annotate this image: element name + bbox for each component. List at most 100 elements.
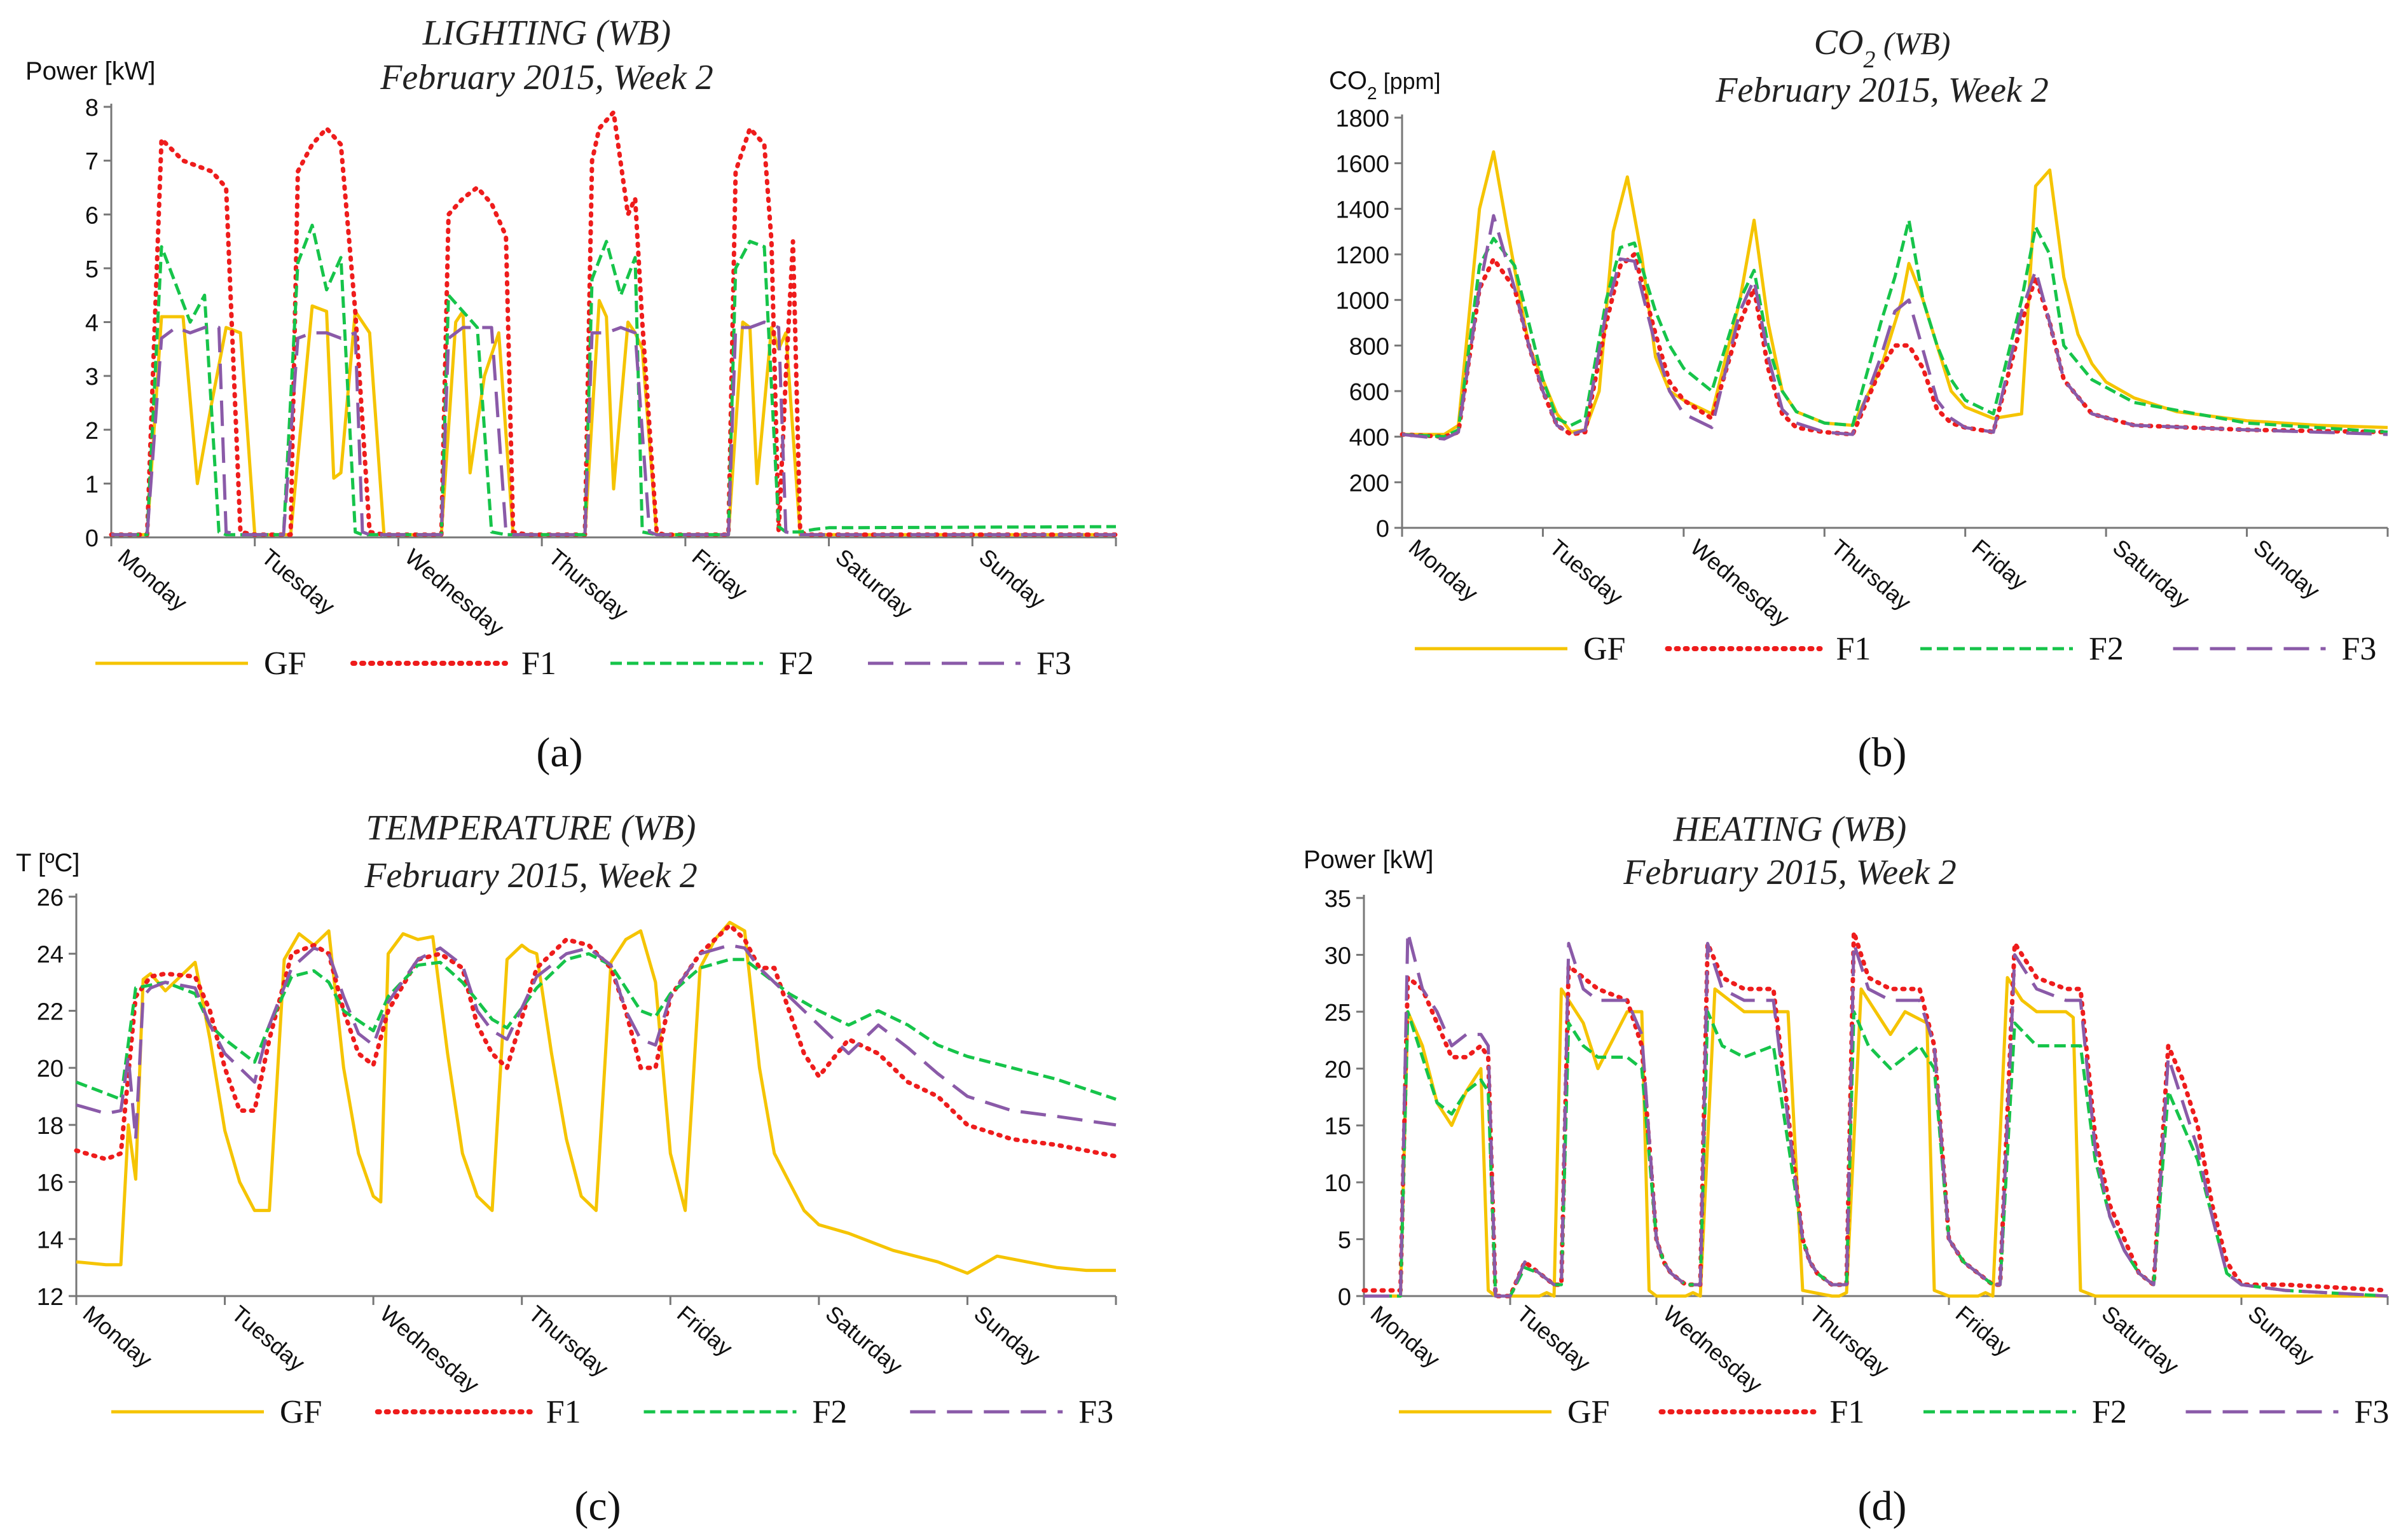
y-tick-label: 1	[85, 471, 99, 498]
day-label: Sunday	[2243, 1301, 2320, 1370]
chart-title-main: CO	[1814, 23, 1864, 62]
series-line-gf	[1402, 150, 2388, 436]
day-label: Tuesday	[257, 544, 340, 619]
y-tick-label: 4	[85, 310, 99, 337]
series-line-f3	[1401, 214, 2388, 441]
panel-label: (a)	[536, 729, 582, 776]
legend-label-f1: F1	[521, 645, 556, 682]
y-tick-label: 0	[1338, 1284, 1351, 1311]
y-tick-label: 0	[85, 525, 99, 552]
y-axis-label: T [ºC]	[16, 849, 80, 877]
chart-subtitle: February 2015, Week 2	[380, 58, 713, 97]
day-label: Sunday	[969, 1301, 1045, 1370]
chart-subtitle: February 2015, Week 2	[1623, 853, 1957, 892]
y-tick-label: 600	[1349, 379, 1389, 406]
chart-title: CO2 (WB)	[1814, 23, 1951, 73]
day-label: Saturday	[821, 1301, 908, 1379]
day-label: Wednesday	[1686, 534, 1794, 631]
panel-label: (c)	[574, 1483, 621, 1529]
legend-label-f3: F3	[2355, 1394, 2390, 1430]
series-line-f1	[74, 923, 1118, 1162]
y-tick-label: 35	[1324, 886, 1351, 913]
y-tick-label: 26	[37, 885, 64, 911]
y-tick-label: 10	[1324, 1170, 1351, 1197]
legend-label-gf: GF	[264, 645, 306, 682]
y-tick-label: 3	[85, 364, 99, 390]
y-tick-label: 2	[85, 418, 99, 445]
y-tick-label: 400	[1349, 425, 1389, 452]
y-tick-label: 5	[85, 256, 99, 283]
chart-title: TEMPERATURE (WB)	[366, 808, 696, 848]
legend-label-f3: F3	[1036, 645, 1071, 682]
y-tick-label: 1800	[1335, 106, 1389, 132]
series-line-f2	[76, 952, 1117, 1101]
y-tick-label: 24	[37, 942, 64, 969]
day-label: Monday	[1404, 534, 1483, 607]
day-label: Wednesday	[1658, 1301, 1767, 1398]
legend-label-f1: F1	[1836, 631, 1871, 667]
day-label: Thursday	[524, 1301, 614, 1382]
series-line-gf	[1364, 976, 2388, 1298]
series-line-f1	[1361, 930, 2390, 1299]
legend-label-f3: F3	[1078, 1394, 1113, 1430]
y-axis-label: Power [kW]	[25, 57, 155, 85]
y-tick-label: 20	[37, 1056, 64, 1082]
day-label: Thursday	[1826, 534, 1916, 616]
day-label: Tuesday	[1545, 534, 1628, 610]
day-label: Thursday	[1805, 1301, 1894, 1382]
legend-label-f1: F1	[1830, 1394, 1865, 1430]
y-tick-label: 18	[37, 1113, 64, 1140]
y-tick-label: 5	[1338, 1227, 1351, 1254]
chart-lighting: LIGHTING (WB) February 2015, Week 2 Power …	[25, 13, 1118, 776]
day-label: Friday	[687, 544, 753, 605]
y-tick-label: 16	[37, 1170, 64, 1197]
series-line-f2	[1401, 218, 2388, 439]
legend-label-gf: GF	[1567, 1394, 1609, 1430]
series-line-f2	[1364, 1010, 2388, 1298]
series-line-f1	[1400, 252, 2390, 439]
y-tick-label: 800	[1349, 333, 1389, 360]
series-line-f3	[1364, 930, 2388, 1298]
y-tick-label: 1000	[1335, 288, 1389, 315]
day-label: Friday	[1967, 534, 2033, 595]
day-label: Friday	[672, 1301, 738, 1362]
legend-label-f2: F2	[2092, 1394, 2127, 1430]
chart-subtitle: February 2015, Week 2	[364, 856, 698, 895]
y-tick-label: 1200	[1335, 242, 1389, 269]
y-tick-label: 22	[37, 998, 64, 1025]
day-label: Thursday	[544, 544, 633, 625]
legend-label-f2: F2	[779, 645, 814, 682]
legend-label-f2: F2	[813, 1394, 848, 1430]
legend-label-gf: GF	[280, 1394, 322, 1430]
y-tick-label: 7	[85, 149, 99, 176]
day-label: Friday	[1951, 1301, 2016, 1362]
day-label: Sunday	[974, 544, 1050, 614]
y-tick-label: 12	[37, 1284, 64, 1311]
day-label: Tuesday	[226, 1301, 310, 1376]
y-tick-label: 25	[1324, 1000, 1351, 1026]
y-tick-label: 1600	[1335, 151, 1389, 178]
legend-label-f1: F1	[546, 1394, 581, 1430]
day-label: Monday	[1366, 1301, 1445, 1373]
y-tick-label: 200	[1349, 470, 1389, 497]
day-label: Wednesday	[375, 1301, 484, 1398]
legend-label-f3: F3	[2342, 631, 2377, 667]
day-label: Monday	[78, 1301, 157, 1373]
y-axis-label-rest: [ppm]	[1377, 68, 1441, 94]
y-tick-label: 15	[1324, 1114, 1351, 1140]
series-line-gf	[111, 299, 1116, 537]
chart-temperature: TEMPERATURE (WB) February 2015, Week 2 T […	[16, 808, 1118, 1529]
chart-title: LIGHTING (WB)	[422, 13, 671, 53]
panel-label: (b)	[1858, 729, 1907, 776]
y-tick-label: 6	[85, 202, 99, 229]
y-tick-label: 1400	[1335, 197, 1389, 223]
series-line-f3	[111, 321, 1116, 537]
day-label: Saturday	[2097, 1301, 2184, 1379]
panel-label: (d)	[1858, 1483, 1907, 1529]
chart-subtitle: February 2015, Week 2	[1715, 71, 2049, 110]
y-tick-label: 0	[1376, 516, 1389, 542]
y-axis-label: Power [kW]	[1304, 846, 1433, 874]
day-label: Sunday	[2248, 534, 2325, 604]
